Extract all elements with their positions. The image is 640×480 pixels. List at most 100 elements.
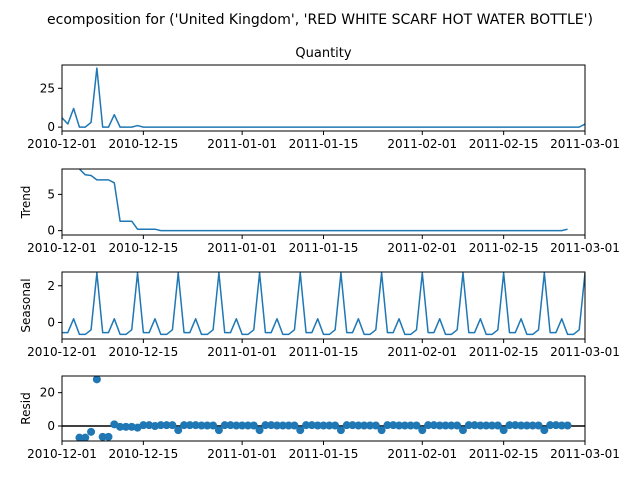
x-tick-label: 2011-01-01 (207, 345, 277, 359)
y-tick-label: 5 (47, 187, 55, 201)
resid-point (261, 421, 270, 430)
resid-point (168, 421, 177, 430)
x-tick-label: 2011-01-01 (207, 447, 277, 461)
resid-point (348, 421, 357, 430)
x-tick-label: 2011-01-15 (289, 447, 359, 461)
panel-2: Trend 0 5 2010-12-01 2010-12-15 2011-01-01 201… (19, 168, 620, 255)
resid-point (197, 421, 206, 430)
resid-point (342, 421, 351, 430)
x-tick-label: 2010-12-15 (108, 345, 178, 359)
x-tick-label: 2010-12-01 (27, 137, 97, 151)
figure-title: ecomposition for ('United Kingdom', 'RED… (47, 12, 593, 28)
resid-point (121, 422, 130, 431)
resid-point (87, 427, 96, 436)
x-tick-label: 2011-02-01 (387, 345, 457, 359)
resid-point (278, 421, 287, 430)
resid-point (400, 421, 409, 430)
plot-area (62, 272, 585, 336)
resid-point (517, 421, 526, 430)
subplot-title: Quantity (295, 46, 351, 61)
resid-point (296, 426, 305, 435)
y-axis-label: Seasonal (19, 278, 33, 332)
resid-point (92, 376, 101, 384)
resid-point (365, 421, 374, 430)
resid-point (389, 421, 398, 430)
axes-frame (61, 64, 586, 132)
resid-point (307, 421, 316, 430)
y-tick-label: 25 (40, 81, 55, 95)
resid-point (534, 421, 543, 430)
x-tick-label: 2011-02-01 (387, 447, 457, 461)
resid-point (180, 421, 189, 430)
resid-point (418, 426, 427, 435)
resid-point (377, 426, 386, 435)
y-tick-label: 0 (47, 315, 55, 329)
y-tick-label: 0 (47, 224, 55, 238)
y-axis-label: Resid (19, 392, 33, 424)
resid-point (203, 421, 212, 430)
x-tick-label: 2011-03-01 (550, 137, 620, 151)
x-tick-label: 2010-12-15 (108, 447, 178, 461)
plot-area (78, 169, 568, 232)
resid-point (226, 421, 235, 430)
resid-point (209, 421, 218, 430)
resid-point (174, 426, 183, 435)
resid-point (220, 421, 229, 430)
series-line (62, 67, 585, 128)
resid-point (464, 421, 473, 430)
resid-point (371, 421, 380, 430)
resid-point (458, 426, 467, 435)
x-tick-label: 2011-03-01 (550, 345, 620, 359)
resid-point (139, 421, 148, 430)
x-tick-label: 2011-01-15 (289, 345, 359, 359)
resid-point (424, 421, 433, 430)
resid-point (511, 421, 520, 430)
resid-point (290, 421, 299, 430)
resid-point (156, 421, 165, 430)
y-tick-label: 2 (47, 279, 55, 293)
resid-point (488, 421, 497, 430)
resid-point (191, 421, 200, 430)
resid-point (243, 421, 252, 430)
resid-point (284, 421, 293, 430)
resid-point (360, 421, 369, 430)
resid-point (563, 421, 572, 430)
resid-point (249, 421, 258, 430)
resid-point (267, 421, 276, 430)
resid-point (447, 421, 456, 430)
x-tick-label: 2010-12-01 (27, 447, 97, 461)
x-tick-label: 2011-02-15 (469, 137, 539, 151)
resid-point (232, 421, 241, 430)
resid-point (162, 421, 171, 430)
y-tick-label: 20 (40, 386, 55, 400)
panel-1: Quantity 0 25 2010-12-01 2010-12-15 2011-01-0… (27, 46, 620, 151)
resid-point (557, 421, 566, 430)
x-tick-label: 2011-01-15 (289, 137, 359, 151)
x-tick-label: 2011-01-15 (289, 241, 359, 255)
x-tick-label: 2011-02-01 (387, 241, 457, 255)
resid-point (482, 421, 491, 430)
x-tick-label: 2011-01-01 (207, 137, 277, 151)
resid-point (214, 426, 223, 435)
resid-point (493, 421, 502, 430)
resid-point (336, 426, 345, 435)
resid-point (429, 421, 438, 430)
resid-point (476, 421, 485, 430)
series-line (78, 169, 568, 232)
x-tick-label: 2011-01-01 (207, 241, 277, 255)
resid-point (412, 421, 421, 430)
x-tick-label: 2011-02-01 (387, 137, 457, 151)
resid-point (255, 426, 264, 435)
resid-point (395, 421, 404, 430)
resid-point (354, 421, 363, 430)
x-tick-label: 2010-12-01 (27, 241, 97, 255)
x-tick-label: 2011-03-01 (550, 241, 620, 255)
resid-point (313, 421, 322, 430)
x-tick-label: 2011-02-15 (469, 345, 539, 359)
x-tick-label: 2011-03-01 (550, 447, 620, 461)
x-tick-label: 2010-12-15 (108, 137, 178, 151)
series-line (62, 272, 585, 336)
resid-point (75, 433, 84, 441)
